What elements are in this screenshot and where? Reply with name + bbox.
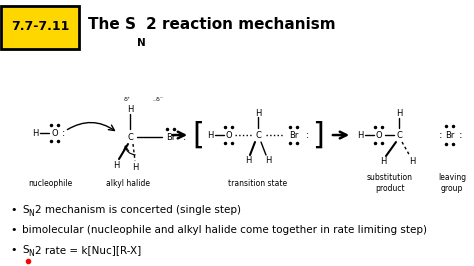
Text: •: • — [11, 205, 17, 215]
Text: N: N — [28, 249, 34, 258]
Text: Br: Br — [445, 131, 455, 140]
Text: transition state: transition state — [228, 178, 288, 188]
Text: C: C — [396, 131, 402, 140]
Text: 2 rate = k[Nuc][R-X]: 2 rate = k[Nuc][R-X] — [35, 245, 141, 255]
Text: S: S — [22, 245, 28, 255]
Text: substitution
product: substitution product — [367, 173, 413, 193]
Text: bimolecular (nucleophile and alkyl halide come together in rate limiting step): bimolecular (nucleophile and alkyl halid… — [22, 225, 427, 235]
Text: ]: ] — [312, 120, 324, 149]
Text: H: H — [132, 163, 138, 172]
Text: Br: Br — [289, 131, 299, 140]
Text: δ⁺: δ⁺ — [123, 97, 130, 102]
Text: H: H — [207, 131, 213, 140]
Text: nucleophile: nucleophile — [28, 178, 72, 188]
Text: :: : — [62, 128, 65, 138]
Text: H: H — [396, 109, 402, 118]
Text: :: : — [306, 130, 309, 140]
Text: H: H — [255, 109, 261, 118]
Text: 2 reaction mechanism: 2 reaction mechanism — [146, 17, 336, 32]
Text: alkyl halide: alkyl halide — [106, 178, 150, 188]
Text: :: : — [459, 130, 463, 140]
Text: H: H — [127, 105, 133, 114]
Text: H: H — [380, 156, 386, 165]
Text: :: : — [438, 130, 442, 140]
Text: leaving
group: leaving group — [438, 173, 466, 193]
Text: S: S — [22, 205, 28, 215]
Text: 2 mechanism is concerted (single step): 2 mechanism is concerted (single step) — [35, 205, 241, 215]
Text: H: H — [245, 156, 251, 165]
Text: ..δ⁻: ..δ⁻ — [153, 97, 164, 102]
Text: C: C — [255, 131, 261, 140]
Text: C: C — [127, 132, 133, 142]
Text: N: N — [137, 38, 145, 48]
Text: H: H — [32, 128, 38, 138]
Text: •: • — [11, 225, 17, 235]
Text: O: O — [226, 131, 232, 140]
Text: •: • — [11, 245, 17, 255]
Text: O: O — [376, 131, 383, 140]
Text: [: [ — [192, 120, 204, 149]
Text: H: H — [113, 160, 119, 169]
FancyBboxPatch shape — [1, 6, 79, 49]
Text: Br: Br — [166, 132, 176, 142]
Text: 7.7-7.11: 7.7-7.11 — [11, 20, 70, 33]
Text: N: N — [28, 209, 34, 218]
Text: :: : — [183, 132, 186, 142]
Text: H: H — [409, 156, 415, 165]
Text: H: H — [357, 131, 363, 140]
Text: H: H — [265, 156, 271, 165]
Text: The S: The S — [88, 17, 136, 32]
Text: O: O — [52, 128, 58, 138]
